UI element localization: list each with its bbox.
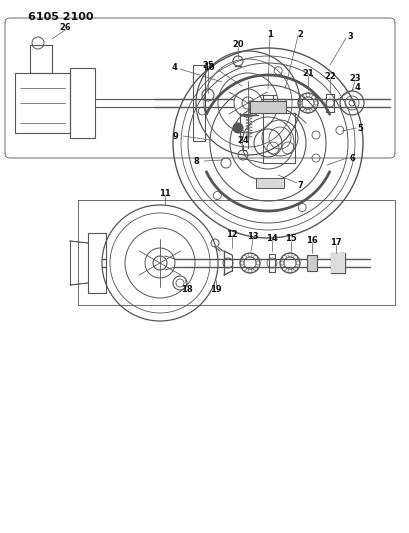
Bar	[255, 178, 283, 188]
Text: 17: 17	[329, 238, 341, 246]
Bar	[15, 73, 70, 133]
Text: 11: 11	[159, 189, 171, 198]
Bar	[330, 253, 344, 273]
Text: 8: 8	[193, 157, 198, 166]
Text: 9: 9	[173, 132, 178, 141]
Circle shape	[307, 259, 315, 267]
Text: 18: 18	[181, 285, 192, 294]
Bar	[88, 233, 106, 293]
Text: 15: 15	[284, 233, 296, 243]
Text: 20: 20	[231, 39, 243, 49]
Text: 10: 10	[203, 62, 214, 71]
Text: 26: 26	[59, 22, 71, 31]
Bar	[262, 113, 294, 163]
Text: 1: 1	[266, 29, 272, 38]
Bar	[70, 68, 95, 138]
Text: 3: 3	[346, 31, 352, 41]
Bar	[249, 101, 285, 113]
Text: 25: 25	[202, 61, 213, 69]
Text: 6: 6	[348, 154, 354, 163]
Text: 24: 24	[236, 135, 248, 144]
Text: 6105 2100: 6105 2100	[28, 12, 93, 22]
Text: 22: 22	[324, 71, 335, 80]
Text: 13: 13	[247, 231, 258, 240]
Text: 12: 12	[226, 230, 237, 238]
Text: 21: 21	[301, 69, 313, 77]
Text: 19: 19	[210, 285, 221, 294]
Text: 7: 7	[297, 181, 302, 190]
Bar	[306, 255, 316, 271]
Bar	[193, 65, 204, 141]
Text: 14: 14	[265, 233, 277, 243]
Circle shape	[232, 123, 243, 133]
Text: 4: 4	[354, 83, 360, 92]
Text: 5: 5	[356, 124, 362, 133]
Text: 23: 23	[348, 74, 360, 83]
Bar	[30, 45, 52, 73]
Text: 16: 16	[306, 236, 317, 245]
Text: 2: 2	[297, 29, 302, 38]
Text: 4: 4	[172, 62, 178, 71]
